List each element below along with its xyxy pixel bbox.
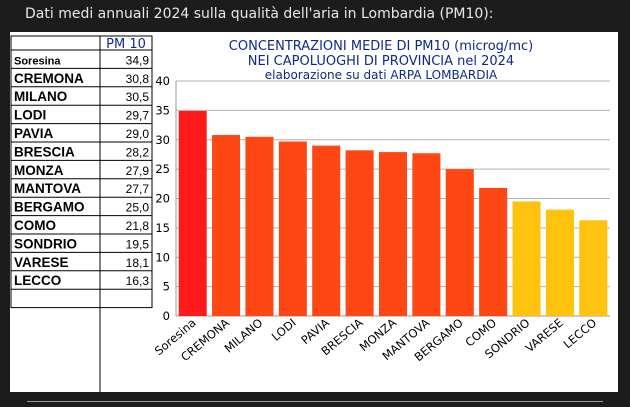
bar-chart: CONCENTRAZIONI MEDIE DI PM10 (microg/mc)… xyxy=(152,39,610,364)
data-table: PM 10 Soresina 34,9 CREMONA 30,8 MILANO 30,5 LO… xyxy=(10,35,153,392)
table-value: 27,9 xyxy=(126,164,150,178)
table-city: PAVIA xyxy=(14,126,54,141)
x-tick-label: LODI xyxy=(269,316,299,344)
bar-brescia xyxy=(345,150,374,316)
y-tick-label: 5 xyxy=(163,280,170,294)
table-city: VARESE xyxy=(14,255,69,270)
table-city: MANTOVA xyxy=(14,181,81,196)
table-city: SONDRIO xyxy=(14,236,77,251)
bar-mantova xyxy=(412,153,441,316)
table-value: 18,1 xyxy=(126,256,150,270)
chart-note: elaborazione su dati ARPA LOMBARDIA xyxy=(265,68,498,82)
bar-lodi xyxy=(278,141,307,316)
bar-sondrio xyxy=(512,201,541,316)
chart-title: CONCENTRAZIONI MEDIE DI PM10 (microg/mc) xyxy=(229,39,533,54)
bar-monza xyxy=(378,152,408,316)
table-city: LECCO xyxy=(14,273,61,288)
table-city: Soresina xyxy=(14,55,61,67)
table-value: 30,8 xyxy=(126,72,150,86)
bar-soresina xyxy=(178,110,207,317)
chart-subtitle: NEI CAPOLUOGHI DI PROVINCIA nel 2024 xyxy=(248,54,514,69)
table-city: CREMONA xyxy=(14,71,84,86)
y-tick-label: 10 xyxy=(155,250,170,264)
table-city: MILANO xyxy=(14,89,67,104)
table-city: LODI xyxy=(14,108,46,123)
figure-panel: PM 10 Soresina 34,9 CREMONA 30,8 MILANO 30,5 LO… xyxy=(10,32,618,392)
y-tick-label: 20 xyxy=(155,192,170,206)
x-tick-label: VARESE xyxy=(523,316,566,356)
table-value: 21,8 xyxy=(126,219,150,233)
table-value: 29,0 xyxy=(126,127,150,141)
table-value: 29,7 xyxy=(126,109,150,123)
table-value: 34,9 xyxy=(126,53,150,67)
table-value: 30,5 xyxy=(126,90,150,104)
table-value: 27,7 xyxy=(126,182,150,196)
page-caption: Dati medi annuali 2024 sulla qualità del… xyxy=(25,6,494,22)
y-tick-label: 40 xyxy=(155,74,170,88)
table-city: COMO xyxy=(14,218,56,233)
y-tick-label: 30 xyxy=(155,133,170,147)
bar-lecco xyxy=(579,220,608,316)
table-value: 19,5 xyxy=(126,237,150,251)
table-value: 16,3 xyxy=(126,274,150,288)
bar-bergamo xyxy=(445,169,474,316)
x-tick-label: LECCO xyxy=(561,316,600,352)
bar-varese xyxy=(545,209,574,316)
y-tick-label: 25 xyxy=(155,162,170,176)
bar-milano xyxy=(245,136,274,316)
table-value: 28,2 xyxy=(126,145,150,159)
y-tick-label: 15 xyxy=(155,221,170,235)
bar-pavia xyxy=(312,145,341,316)
table-city: BERGAMO xyxy=(14,200,85,215)
bar-cremona xyxy=(212,135,241,316)
x-tick-label: MILANO xyxy=(222,316,266,356)
table-city: BRESCIA xyxy=(14,144,75,159)
table-header: PM 10 xyxy=(106,37,146,52)
y-tick-label: 35 xyxy=(155,103,170,117)
table-value: 25,0 xyxy=(126,201,150,215)
bar-como xyxy=(479,187,508,316)
table-border xyxy=(10,35,153,309)
divider xyxy=(27,401,603,402)
table-city: MONZA xyxy=(14,163,64,178)
y-tick-label: 0 xyxy=(163,309,170,323)
